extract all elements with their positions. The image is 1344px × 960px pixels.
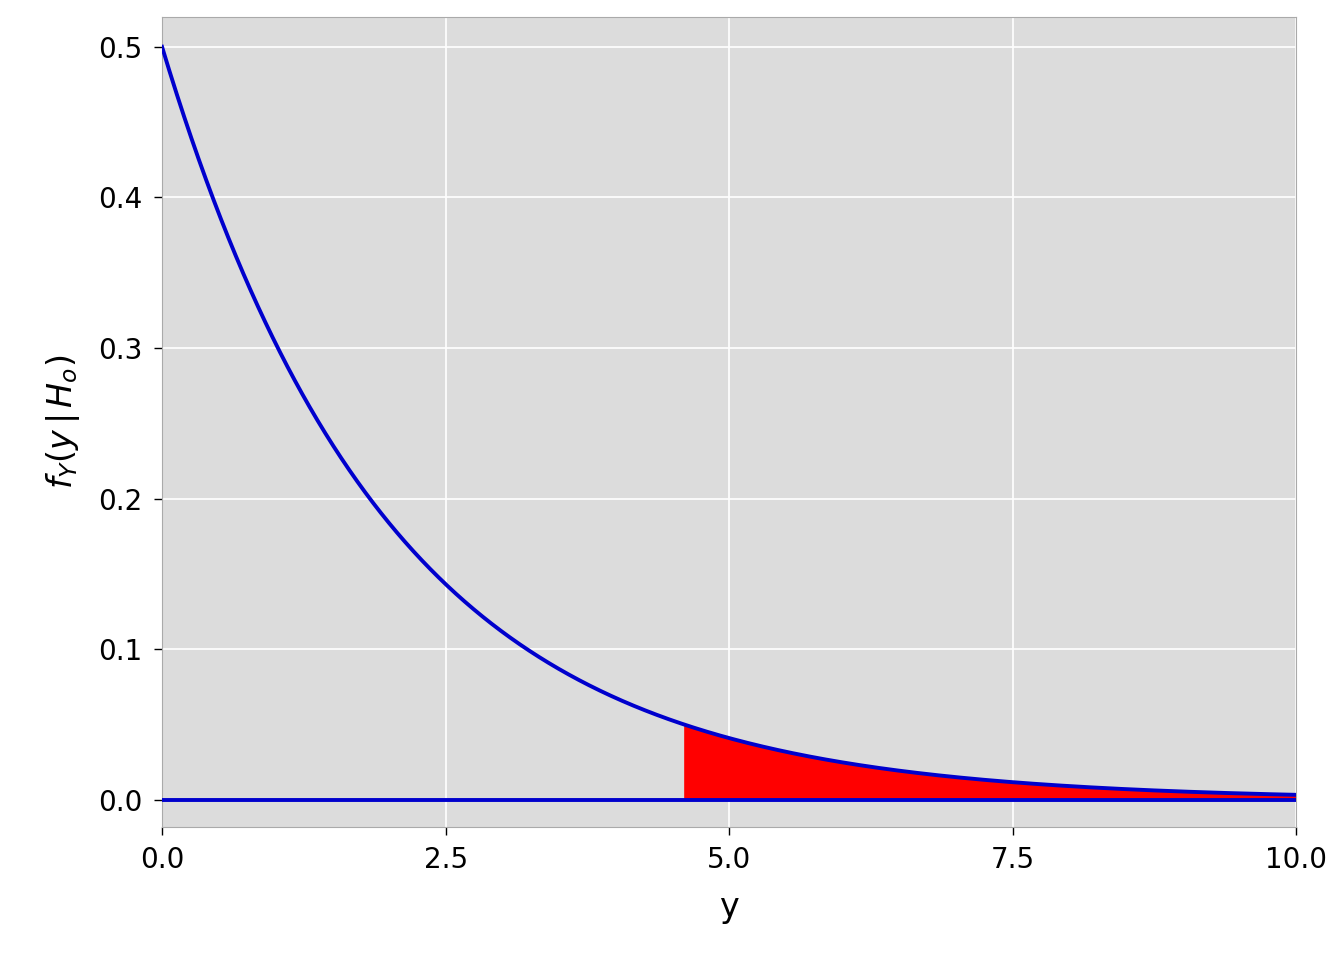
X-axis label: y: y: [719, 891, 739, 924]
Y-axis label: $f_Y(y\,|\,H_o)$: $f_Y(y\,|\,H_o)$: [43, 354, 82, 489]
